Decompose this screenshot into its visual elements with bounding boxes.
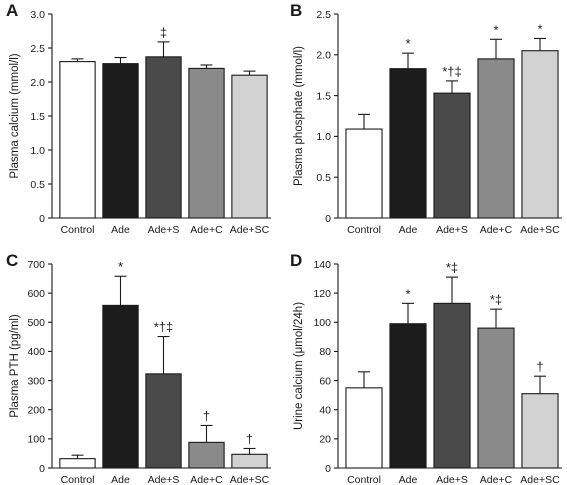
significance-marker: *†‡ [154,320,174,335]
bar-ade-c [188,67,225,219]
y-tick-label: 1.0 [30,145,45,157]
significance-marker: ‡ [160,25,167,40]
y-axis-label: Plasma PTH (pg/ml) [9,314,21,418]
x-category-label: Control [347,224,381,236]
bar-ade-sc [521,393,559,469]
y-tick-label: 500 [27,317,45,329]
y-tick-label: 200 [27,405,45,417]
y-tick-label: 80 [319,346,331,358]
y-tick-label: 3.0 [30,9,45,21]
bar-ade-sc [231,74,268,219]
significance-marker: * [405,286,410,301]
bar-ade-s [145,56,182,219]
y-tick-label: 2.5 [316,9,331,21]
bar-ade [389,68,427,219]
x-category-label: Ade [111,224,130,236]
significance-marker: † [203,408,210,423]
bar-ade-s [433,302,471,469]
panel-letter: D [290,251,302,270]
panel-d: D Urine calcium (μmol/24h) 0 20 40 60 80 100 120… [290,251,562,485]
significance-marker: * [405,36,410,51]
panel-c: C Plasma PTH (pg/ml) 0 100 200 300 400 500 600 70… [6,251,271,485]
significance-marker: † [246,431,253,446]
bar-ade-sc [521,50,559,219]
x-category-label: Ade [399,224,418,236]
bar-ade [102,63,139,219]
bar-ade-c [188,441,225,469]
x-category-label: Ade+S [148,474,180,485]
bar-ade-c [477,327,515,469]
y-tick-label: 0 [39,213,45,225]
y-tick-label: 2.0 [30,77,45,89]
x-category-label: Ade+C [480,224,513,236]
significance-marker: * [493,22,498,37]
x-category-label: Control [347,474,381,485]
panel-b: B Plasma phosphate (mmol/l) 0 0.5 1.0 1.5 2.0 2… [290,1,562,236]
y-axis-label: Urine calcium (μmol/24h) [293,302,305,430]
y-tick-label: 140 [313,259,331,271]
x-category-label: Ade+SC [230,474,270,485]
y-tick-label: 100 [313,317,331,329]
y-tick-label: 700 [27,259,45,271]
y-axis-label: Plasma phosphate (mmol/l) [293,46,305,186]
bar-control [345,128,383,219]
x-category-label: Control [61,474,95,485]
y-tick-label: 2.5 [30,43,45,55]
y-tick-label: 0 [325,463,331,475]
x-category-label: Ade+C [480,474,513,485]
y-tick-label: 400 [27,346,45,358]
y-axis-label: Plasma calcium (mmol/l) [9,53,21,178]
significance-marker: *‡ [490,292,502,307]
y-tick-label: 1.5 [316,90,331,102]
panel-letter: A [6,1,18,20]
y-tick-label: 100 [27,434,45,446]
y-tick-label: 600 [27,288,45,300]
bar-ade-s [433,92,471,219]
significance-marker: * [537,21,542,36]
x-category-label: Ade [111,474,130,485]
panel-letter: B [290,1,302,20]
y-tick-label: 0.5 [316,172,331,184]
bar-ade [389,323,427,469]
significance-marker: *‡ [446,260,458,275]
y-tick-label: 1.0 [316,131,331,143]
x-category-label: Ade+S [436,224,468,236]
x-category-label: Ade+C [190,224,223,236]
y-tick-label: 2.0 [316,50,331,62]
y-tick-label: 300 [27,375,45,387]
x-category-label: Ade [399,474,418,485]
bar-ade-sc [231,453,268,469]
panel-letter: C [6,251,18,270]
y-tick-label: 120 [313,288,331,300]
panel-a: A Plasma calcium (mmol/l) 0 0.5 1.0 1.5 2.0 2.5… [6,1,271,236]
x-category-label: Ade+SC [520,474,560,485]
x-category-label: Ade+S [148,224,180,236]
significance-marker: * [118,259,123,274]
significance-marker: † [536,359,543,374]
bar-ade-s [145,373,182,469]
x-category-label: Ade+S [436,474,468,485]
y-tick-label: 60 [319,375,331,387]
bar-ade [102,304,139,469]
x-category-label: Control [61,224,95,236]
bar-control [345,387,383,469]
x-category-label: Ade+C [190,474,223,485]
bar-control [59,458,96,469]
y-tick-label: 0 [325,213,331,225]
y-tick-label: 0.5 [30,179,45,191]
y-tick-label: 20 [319,434,331,446]
significance-marker: *†‡ [442,64,462,79]
x-category-label: Ade+SC [520,224,560,236]
x-category-label: Ade+SC [230,224,270,236]
bar-ade-c [477,58,515,219]
y-tick-label: 0 [39,463,45,475]
y-tick-label: 1.5 [30,111,45,123]
y-tick-label: 40 [319,405,331,417]
bar-control [59,61,96,219]
